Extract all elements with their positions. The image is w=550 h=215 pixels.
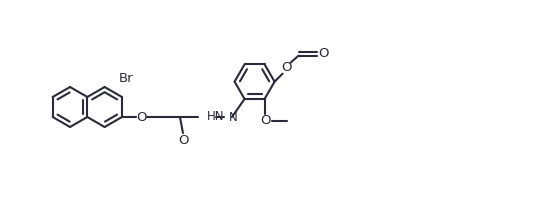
Text: O: O — [137, 111, 147, 123]
Text: O: O — [318, 47, 329, 60]
Text: HN: HN — [207, 109, 224, 123]
Text: O: O — [179, 134, 189, 146]
Text: N: N — [229, 111, 238, 123]
Text: O: O — [260, 114, 271, 127]
Text: Br: Br — [119, 72, 133, 84]
Text: O: O — [282, 61, 292, 74]
